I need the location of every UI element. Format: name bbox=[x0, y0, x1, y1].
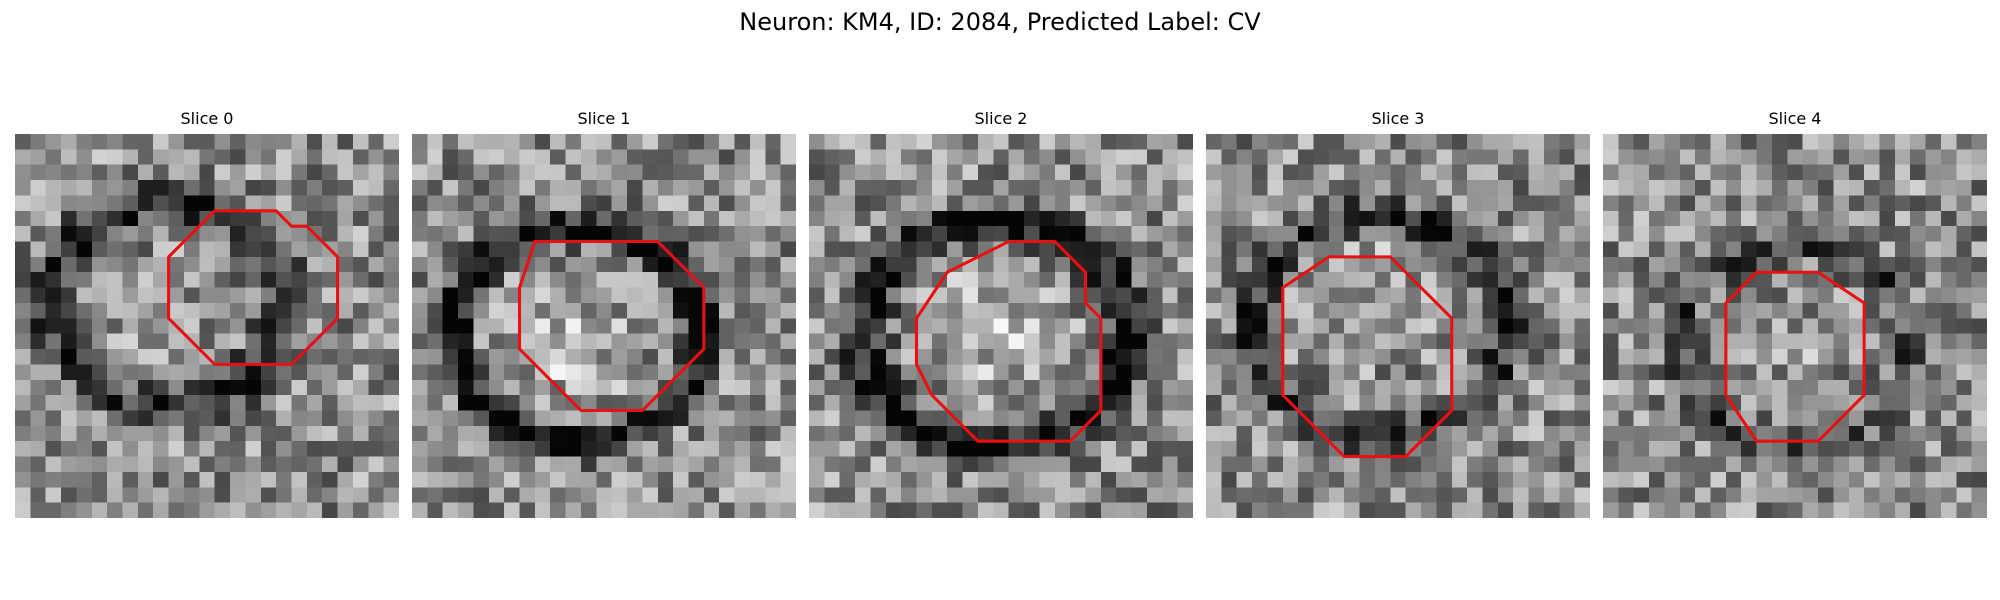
slice-image-4 bbox=[1603, 134, 1987, 518]
roi-contour bbox=[1724, 270, 1866, 443]
slice-image-3 bbox=[1206, 134, 1590, 518]
slice-image-1 bbox=[412, 134, 796, 518]
grayscale-patch bbox=[809, 134, 1193, 518]
slice-panel-4: Slice 4 bbox=[1603, 0, 1987, 520]
figure-title: Neuron: KM4, ID: 2084, Predicted Label: … bbox=[739, 8, 1261, 36]
slice-image-2 bbox=[809, 134, 1193, 518]
grayscale-patch bbox=[1603, 134, 1987, 518]
slice-panel-0: Slice 0 bbox=[15, 0, 399, 520]
roi-contour bbox=[517, 239, 706, 413]
grayscale-patch bbox=[15, 134, 399, 518]
grayscale-patch bbox=[412, 134, 796, 518]
roi-contour bbox=[1281, 255, 1454, 459]
slice-title-3: Slice 3 bbox=[1371, 109, 1425, 128]
slice-image-0 bbox=[15, 134, 399, 518]
slice-title-1: Slice 1 bbox=[577, 109, 631, 128]
slice-panel-2: Slice 2 bbox=[809, 0, 1193, 520]
slice-title-0: Slice 0 bbox=[180, 109, 234, 128]
slice-panel-1: Slice 1 bbox=[412, 0, 796, 520]
slice-title-4: Slice 4 bbox=[1768, 109, 1822, 128]
roi-contour bbox=[167, 209, 340, 366]
grayscale-patch bbox=[1206, 134, 1590, 518]
slice-panel-3: Slice 3 bbox=[1206, 0, 1590, 520]
slice-title-2: Slice 2 bbox=[974, 109, 1028, 128]
roi-contour bbox=[914, 239, 1103, 443]
